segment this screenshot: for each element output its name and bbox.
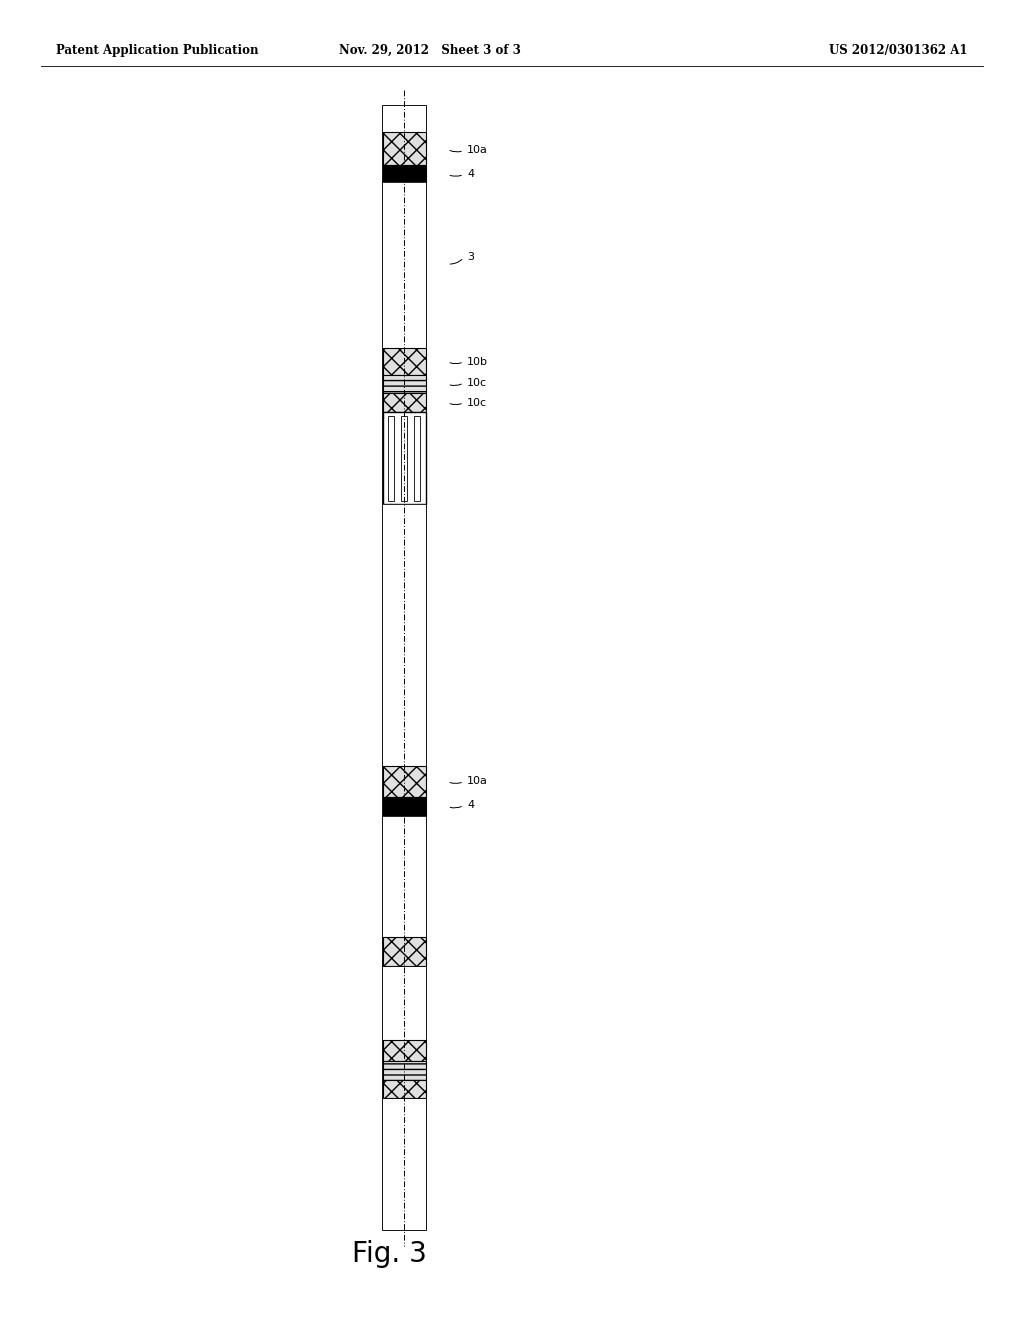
Bar — [383, 1080, 426, 1098]
Text: Fig. 3: Fig. 3 — [351, 1239, 427, 1269]
Text: 4: 4 — [467, 800, 474, 810]
Bar — [383, 1040, 426, 1061]
Bar — [383, 1098, 426, 1230]
Bar — [383, 106, 426, 1230]
Text: US 2012/0301362 A1: US 2012/0301362 A1 — [829, 44, 968, 57]
Bar — [383, 816, 426, 937]
Bar — [383, 1061, 426, 1080]
Bar — [383, 966, 426, 1040]
Text: 3: 3 — [467, 252, 474, 263]
Text: 10b: 10b — [467, 356, 488, 367]
Bar — [383, 106, 426, 132]
Bar — [383, 375, 426, 393]
Text: 10c: 10c — [467, 378, 487, 388]
Bar — [383, 1061, 426, 1080]
Bar — [383, 504, 426, 766]
Bar — [383, 165, 426, 182]
Bar — [383, 1080, 426, 1098]
Bar — [383, 937, 426, 966]
Bar — [383, 797, 426, 816]
Bar — [383, 132, 426, 165]
Bar — [383, 937, 426, 966]
Bar — [383, 348, 426, 375]
Bar — [383, 1040, 426, 1061]
Bar — [383, 766, 426, 797]
Text: 4: 4 — [467, 169, 474, 180]
Text: Nov. 29, 2012   Sheet 3 of 3: Nov. 29, 2012 Sheet 3 of 3 — [339, 44, 521, 57]
Bar — [383, 766, 426, 797]
Text: 10a: 10a — [467, 776, 487, 787]
Bar — [383, 182, 426, 348]
Bar — [383, 393, 426, 412]
Bar — [383, 393, 426, 412]
Bar — [388, 416, 394, 500]
Bar — [383, 132, 426, 165]
Bar — [415, 416, 420, 500]
Text: 10a: 10a — [467, 145, 487, 156]
Bar — [401, 416, 408, 500]
Text: Patent Application Publication: Patent Application Publication — [56, 44, 259, 57]
Text: 10c: 10c — [467, 397, 487, 408]
Bar — [383, 375, 426, 393]
Bar — [383, 412, 426, 504]
Bar — [383, 348, 426, 375]
